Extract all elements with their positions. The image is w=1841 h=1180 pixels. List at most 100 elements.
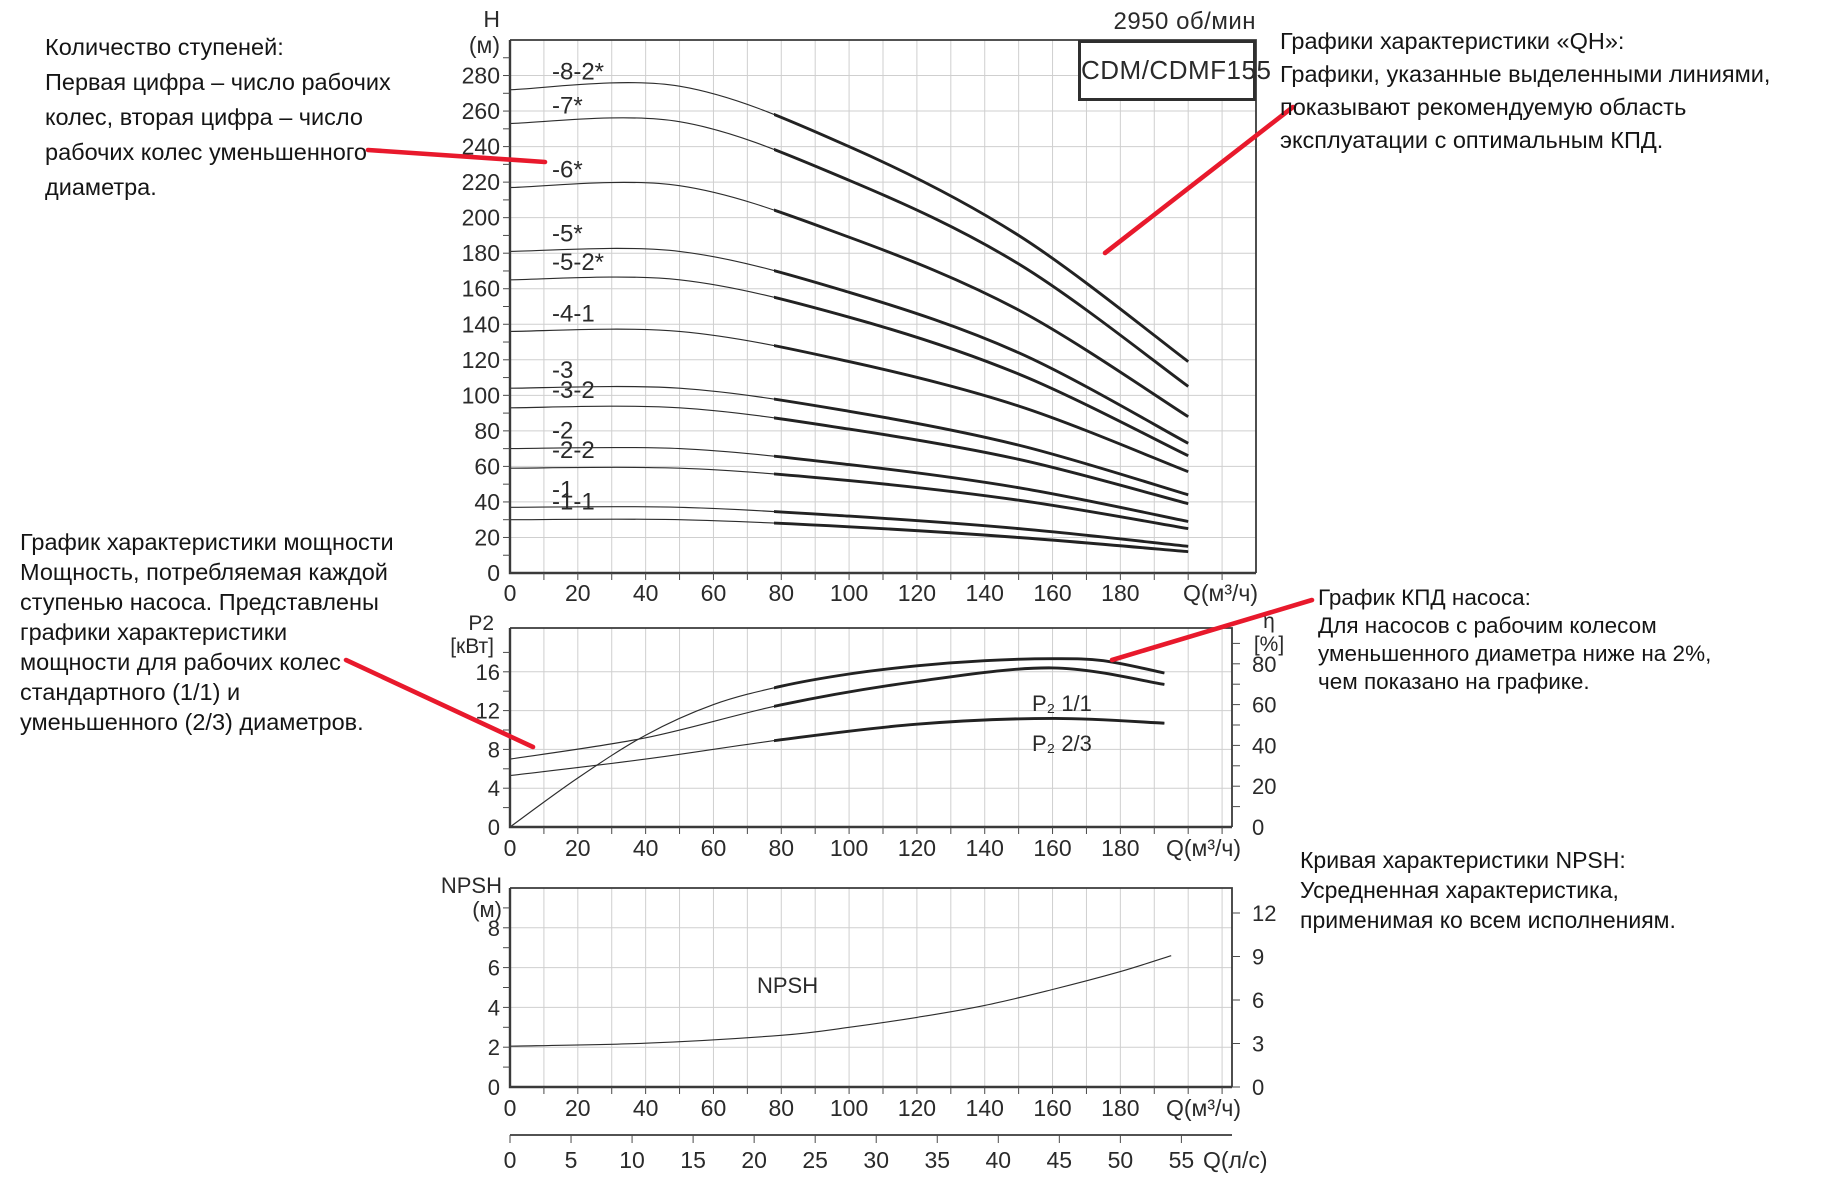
curve-label: -4-1 bbox=[552, 300, 595, 327]
y-tick-label: 0 bbox=[488, 815, 500, 840]
x-tick-label: 180 bbox=[1101, 835, 1139, 861]
y-tick-label: 16 bbox=[476, 660, 500, 685]
curve-label: NPSH bbox=[757, 973, 818, 998]
x2-tick-label: 25 bbox=[802, 1147, 828, 1173]
x2-tick-label: 35 bbox=[924, 1147, 950, 1173]
y-tick-label: 8 bbox=[488, 916, 500, 941]
y-tick-label: 8 bbox=[488, 737, 500, 762]
curve-bold--2-2 bbox=[774, 472, 1189, 531]
note-npsh: Кривая характеристики NPSH: Усредненная … bbox=[1300, 847, 1676, 933]
x-axis-unit-label: Q(м³/ч) bbox=[1166, 1095, 1241, 1121]
model-label: CDM/CDMF155 bbox=[1078, 40, 1271, 101]
curve-label: -1 bbox=[552, 476, 573, 503]
x-tick-label: 100 bbox=[830, 1095, 868, 1121]
x2-tick-label: 5 bbox=[565, 1147, 578, 1173]
y2-tick-label: 40 bbox=[1252, 733, 1276, 758]
curve-label: -7* bbox=[552, 92, 583, 119]
x-tick-label: 180 bbox=[1101, 1095, 1139, 1121]
curve-label: -6* bbox=[552, 156, 583, 183]
x-tick-label: 100 bbox=[830, 580, 868, 606]
x-tick-label: 0 bbox=[504, 1095, 517, 1121]
speed-label: 2950 об/мин bbox=[1113, 8, 1256, 35]
x-tick-label: 20 bbox=[565, 1095, 591, 1121]
y-tick-label: 40 bbox=[474, 489, 500, 515]
y-tick-label: 180 bbox=[462, 240, 500, 266]
x2-tick-label: 45 bbox=[1047, 1147, 1073, 1173]
x-tick-label: 40 bbox=[633, 1095, 659, 1121]
curve-label: -8-2* bbox=[552, 59, 604, 86]
x-tick-label: 140 bbox=[966, 580, 1004, 606]
x-tick-label: 20 bbox=[565, 835, 591, 861]
x2-tick-label: 10 bbox=[619, 1147, 645, 1173]
y-tick-label: 260 bbox=[462, 98, 500, 124]
x-tick-label: 180 bbox=[1101, 580, 1139, 606]
npsh-y-axis-title: NPSH (м) bbox=[440, 873, 502, 922]
y2-tick-label: 0 bbox=[1252, 1075, 1264, 1100]
y-tick-label: 200 bbox=[462, 205, 500, 231]
curve-bold--8-2* bbox=[774, 112, 1190, 363]
curve-bold-P₂2/3 bbox=[774, 716, 1165, 743]
note-efficiency: График КПД насоса: Для насосов с рабочим… bbox=[1318, 585, 1712, 694]
curve-bold-η bbox=[774, 657, 1165, 690]
annotation-arrow bbox=[1109, 597, 1315, 663]
y2-tick-label: 60 bbox=[1252, 693, 1276, 718]
annotation-arrow bbox=[365, 147, 548, 165]
curve-label: -3-2 bbox=[552, 377, 595, 404]
x-tick-label: 160 bbox=[1033, 1095, 1071, 1121]
curve-label: P₂ 1/1 bbox=[1032, 691, 1092, 716]
x-tick-label: 160 bbox=[1033, 580, 1071, 606]
curve-bold--1 bbox=[774, 510, 1189, 548]
curve-bold--2 bbox=[774, 454, 1189, 523]
x-tick-label: 60 bbox=[701, 1095, 727, 1121]
curve-bold--3 bbox=[774, 397, 1189, 497]
x-tick-label: 160 bbox=[1033, 835, 1071, 861]
y-tick-label: 4 bbox=[488, 776, 500, 801]
x-tick-label: 80 bbox=[768, 580, 794, 606]
x-tick-label: 20 bbox=[565, 580, 591, 606]
curve-bold--3-2 bbox=[774, 416, 1189, 506]
y-tick-label: 0 bbox=[488, 1075, 500, 1100]
curve-bold--5-2* bbox=[774, 295, 1189, 458]
y-tick-label: 6 bbox=[488, 956, 500, 981]
y-tick-label: 140 bbox=[462, 311, 500, 337]
power-y-axis-title: P2 [кВт] bbox=[450, 612, 494, 658]
x-tick-label: 120 bbox=[898, 580, 936, 606]
x-axis-unit-label: Q(м³/ч) bbox=[1166, 835, 1241, 861]
annotation-arrows bbox=[343, 104, 1315, 750]
x-tick-label: 80 bbox=[768, 835, 794, 861]
curve-bold--6* bbox=[774, 208, 1189, 418]
x-tick-label: 140 bbox=[966, 835, 1004, 861]
y-tick-label: 60 bbox=[474, 453, 500, 479]
y2-tick-label: 80 bbox=[1252, 652, 1276, 677]
y-tick-label: 280 bbox=[462, 63, 500, 89]
note-power: График характеристики мощности Мощность,… bbox=[20, 529, 394, 735]
x-tick-label: 140 bbox=[966, 1095, 1004, 1121]
curve-label: -1-1 bbox=[552, 489, 595, 516]
y-tick-label: 100 bbox=[462, 382, 500, 408]
curve-NPSH bbox=[509, 955, 1172, 1047]
y-tick-label: 12 bbox=[476, 699, 500, 724]
y-tick-label: 20 bbox=[474, 524, 500, 550]
y2-tick-label: 20 bbox=[1252, 774, 1276, 799]
x-tick-label: 40 bbox=[633, 580, 659, 606]
curve-label: -2-2 bbox=[552, 437, 595, 464]
curve-bold--1-1 bbox=[774, 521, 1189, 554]
y-tick-label: 120 bbox=[462, 347, 500, 373]
x2-axis-unit-label: Q(л/с) bbox=[1203, 1147, 1268, 1173]
curve-label: -2 bbox=[552, 418, 573, 445]
y-tick-label: 2 bbox=[488, 1035, 500, 1060]
annotation-arrow bbox=[1102, 104, 1296, 256]
eta-y-axis-title: η [%] bbox=[1253, 610, 1285, 656]
x-tick-label: 0 bbox=[504, 835, 517, 861]
curve-label: -5-2* bbox=[552, 249, 604, 276]
x-tick-label: 0 bbox=[504, 580, 517, 606]
curve-label: -3 bbox=[552, 357, 573, 384]
note-qh: Графики характеристики «QH»: Графики, ук… bbox=[1280, 28, 1771, 153]
curve-label: P₂ 2/3 bbox=[1032, 731, 1092, 756]
x2-tick-label: 50 bbox=[1108, 1147, 1134, 1173]
y2-tick-label: 0 bbox=[1252, 815, 1264, 840]
